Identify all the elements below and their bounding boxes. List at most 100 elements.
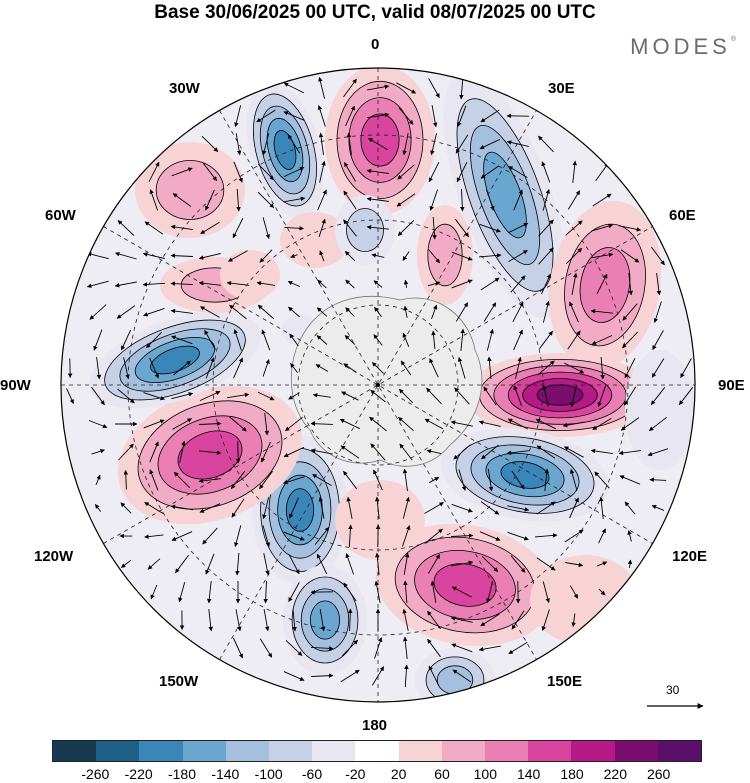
wind-arrow [426, 449, 442, 455]
wind-arrow [402, 468, 408, 491]
wind-arrow [199, 503, 221, 513]
wind-arrow [283, 446, 305, 458]
wind-arrow [567, 190, 581, 210]
lon-label-30e: 30E [548, 80, 575, 97]
wind-arrow [318, 132, 324, 155]
wind-arrow [592, 417, 612, 431]
wind-arrow [506, 140, 529, 147]
wind-arrow [310, 421, 334, 426]
wind-arrow [597, 385, 607, 407]
wind-arrow [227, 392, 250, 399]
lon-label-0: 0 [371, 36, 380, 53]
wind-arrow [478, 420, 501, 427]
wind-arrow [205, 189, 215, 211]
colorbar-swatch [139, 741, 183, 761]
anomaly-field [89, 68, 695, 702]
wind-arrow [403, 279, 409, 288]
wind-arrow [541, 609, 550, 631]
wind-arrow [288, 582, 300, 602]
wind-arrow [149, 189, 159, 211]
wind-arrow [316, 307, 328, 317]
wind-arrow [515, 356, 522, 379]
wind-arrow [123, 357, 130, 380]
wind-arrow [653, 301, 662, 323]
wind-arrow [261, 441, 271, 463]
wind-arrow [481, 555, 499, 573]
wind-arrow [648, 416, 667, 432]
wind-arrow [479, 138, 501, 150]
wind-arrow [341, 391, 359, 401]
colorbar-swatch [441, 741, 486, 761]
wind-arrow [319, 160, 326, 183]
wind-arrow [343, 190, 357, 210]
wind-arrow [116, 305, 136, 319]
wind-arrow [283, 671, 305, 681]
wind-arrow [170, 504, 193, 511]
wind-arrow [367, 84, 390, 91]
wind-arrow [483, 386, 497, 406]
wind-arrow [150, 584, 158, 600]
wind-arrow [367, 112, 390, 119]
wind-arrow [398, 107, 414, 125]
wind-arrow [479, 223, 501, 233]
wind-arrow [171, 392, 194, 400]
wind-arrow [513, 385, 523, 407]
wind-arrow [319, 609, 326, 632]
colorbar-tick-label: -260 [81, 766, 110, 782]
colorbar-swatch [485, 741, 529, 761]
wind-arrow [371, 362, 385, 374]
wind-arrow [373, 469, 383, 491]
wind-arrow [538, 135, 554, 153]
wind-arrow [425, 528, 443, 544]
wind-arrow [205, 357, 215, 379]
wind-arrow [346, 496, 353, 519]
wind-arrow [627, 559, 633, 569]
wind-arrow [536, 557, 556, 571]
wind-arrow [288, 392, 300, 400]
wind-arrow [292, 608, 297, 632]
wind-arrow [569, 497, 579, 519]
wind-arrow [454, 387, 470, 405]
wind-arrow [284, 226, 304, 231]
wind-arrow [93, 329, 103, 351]
wind-arrow [317, 105, 326, 127]
lon-label-90w: 90W [0, 377, 31, 394]
wind-arrow [402, 608, 409, 631]
wind-arrow [170, 253, 194, 258]
wind-arrow [314, 527, 330, 545]
wind-arrow [460, 328, 465, 351]
wind-arrow [343, 470, 357, 490]
wind-arrow [595, 162, 609, 182]
wind-arrow [290, 253, 298, 258]
colorbar-tick-label: 60 [434, 766, 450, 782]
wind-arrow [263, 553, 270, 576]
colorbar-swatch [182, 741, 226, 761]
wind-arrow [348, 608, 353, 632]
wind-arrow [397, 164, 415, 180]
wind-arrow [319, 250, 325, 262]
wind-arrow [257, 163, 275, 181]
wind-arrow [428, 665, 440, 687]
wind-arrow [450, 420, 473, 427]
wind-arrow [89, 304, 107, 320]
wind-arrow [427, 248, 441, 264]
wind-arrow [457, 105, 467, 127]
wind-arrow [400, 360, 412, 376]
wind-arrow [374, 306, 382, 318]
wind-arrow [366, 168, 389, 174]
wind-arrow [368, 138, 388, 150]
wind-arrow [172, 193, 192, 207]
wind-arrow [343, 582, 357, 602]
wind-arrow [179, 440, 186, 463]
wind-arrow [451, 503, 473, 513]
colorbar-tick-label: 140 [516, 766, 541, 782]
wind-arrow [402, 133, 409, 156]
wind-arrow [287, 134, 301, 154]
wind-arrow [235, 440, 241, 464]
meridian-line [103, 226, 653, 544]
wind-arrow [261, 329, 271, 351]
wind-arrow [542, 581, 550, 604]
wind-arrow [229, 304, 247, 320]
wind-arrow [172, 418, 192, 430]
map-disk [61, 68, 695, 702]
